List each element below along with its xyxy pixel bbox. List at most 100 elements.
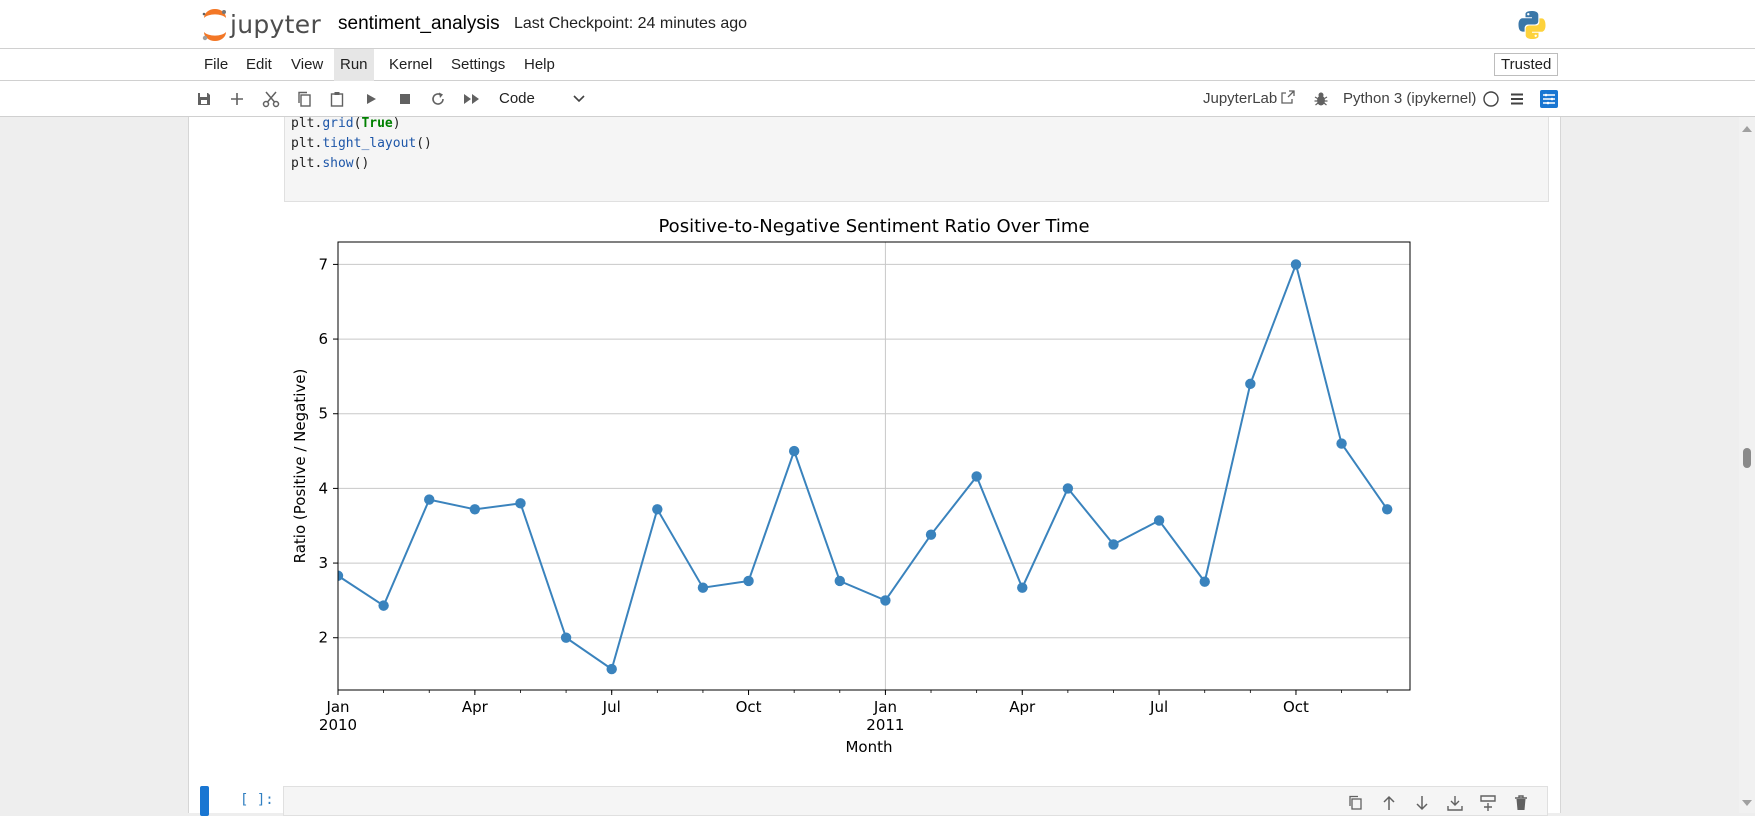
code-cell-editor[interactable]: plt.grid(True) plt.tight_layout() plt.sh… — [284, 116, 1549, 202]
cell-type-value: Code — [499, 90, 535, 107]
run-icon[interactable] — [361, 89, 381, 109]
save-icon[interactable] — [194, 89, 214, 109]
y-axis-label: Ratio (Positive / Negative) — [291, 369, 309, 564]
data-point — [743, 575, 754, 587]
chart-title: Positive-to-Negative Sentiment Ratio Ove… — [658, 216, 1089, 237]
y-tick-label: 2 — [318, 629, 328, 647]
move-up-icon[interactable] — [1380, 794, 1398, 812]
code-line: plt.show() — [291, 156, 370, 171]
data-point — [1153, 515, 1165, 526]
jupyter-wordmark: jupyter — [230, 10, 322, 39]
data-point — [1062, 483, 1074, 494]
y-tick-label: 5 — [318, 405, 328, 423]
data-point — [880, 595, 891, 606]
menu-bar: File Edit View Run Kernel Settings Help … — [0, 49, 1755, 81]
paste-icon[interactable] — [327, 89, 347, 109]
data-point — [1199, 576, 1210, 587]
code-line: plt.tight_layout() — [291, 136, 432, 151]
data-point — [1017, 582, 1028, 593]
scrollbar-thumb[interactable] — [1743, 448, 1751, 468]
data-point — [1245, 378, 1256, 390]
external-link-icon — [1281, 90, 1296, 104]
data-point — [697, 582, 709, 593]
code-line: plt.grid(True) — [291, 116, 401, 131]
x-tick-label: Jul — [1149, 698, 1168, 716]
delete-cell-icon[interactable] — [1512, 794, 1530, 812]
jupyterlab-label: JupyterLab — [1203, 90, 1278, 107]
add-cell-icon[interactable] — [227, 89, 247, 109]
menu-view[interactable]: View — [291, 56, 324, 73]
menu-file[interactable]: File — [204, 56, 229, 73]
x-tick-label: Jul — [602, 698, 621, 716]
data-point — [378, 600, 389, 611]
jupyter-logo[interactable]: jupyter — [201, 8, 327, 42]
jupyter-logo-icon — [202, 9, 226, 41]
x-tick-label: Apr — [1009, 698, 1036, 716]
trusted-indicator[interactable]: Trusted — [1494, 53, 1559, 76]
menu-run[interactable]: Run — [334, 49, 374, 81]
python-logo-icon — [1516, 9, 1548, 41]
kernel-status-icon — [1481, 89, 1501, 109]
y-tick-label: 6 — [318, 330, 328, 348]
cut-icon[interactable] — [261, 89, 281, 109]
insert-below-icon[interactable] — [1479, 794, 1497, 812]
data-point — [1336, 438, 1347, 449]
data-point — [1290, 259, 1302, 270]
menu-help[interactable]: Help — [524, 56, 555, 73]
cell-type-select[interactable]: Code — [493, 88, 589, 110]
menu-lines-icon[interactable] — [1507, 89, 1527, 109]
menu-kernel[interactable]: Kernel — [389, 56, 433, 73]
notebook-title[interactable]: sentiment_analysis — [338, 13, 500, 34]
data-point — [560, 632, 572, 643]
duplicate-cell-icon[interactable] — [1347, 794, 1365, 812]
x-axis-label: Month — [845, 738, 892, 756]
cell-editor[interactable] — [283, 786, 1548, 816]
insert-above-icon[interactable] — [1446, 794, 1464, 812]
data-point — [515, 498, 526, 509]
open-jupyterlab-link[interactable]: JupyterLab — [1203, 90, 1296, 107]
data-point — [606, 663, 617, 675]
chevron-down-icon — [573, 95, 585, 103]
menu-settings[interactable]: Settings — [451, 56, 506, 73]
x-tick-label: Jan — [325, 698, 349, 716]
debugger-icon[interactable] — [1311, 89, 1331, 109]
vertical-scrollbar[interactable] — [1739, 117, 1755, 813]
scroll-up-icon[interactable] — [1739, 123, 1755, 135]
data-point — [971, 471, 982, 482]
data-point — [788, 445, 800, 457]
data-point — [834, 575, 845, 587]
x-tick-label: Apr — [462, 698, 489, 716]
scroll-down-icon[interactable] — [1739, 797, 1755, 809]
x-tick-label: Jan — [873, 698, 897, 716]
data-point — [338, 570, 344, 581]
plot-area — [338, 242, 1410, 690]
series-line — [338, 261, 1389, 671]
y-tick-label: 4 — [318, 479, 328, 497]
active-cell-indicator — [200, 786, 209, 816]
plot-frame — [337, 241, 1411, 691]
data-point — [424, 494, 435, 505]
x-tick-label: Oct — [736, 698, 762, 716]
notebook-toolbar: Code JupyterLab Python 3 (ipykernel) — [0, 81, 1755, 117]
property-inspector-icon[interactable] — [1539, 89, 1559, 109]
kernel-name[interactable]: Python 3 (ipykernel) — [1343, 90, 1477, 107]
x-tick-label: Oct — [1283, 698, 1309, 716]
x-tick-year-label: 2010 — [319, 716, 357, 734]
restart-icon[interactable] — [428, 89, 448, 109]
checkpoint-status: Last Checkpoint: 24 minutes ago — [514, 15, 748, 32]
x-tick-year-label: 2011 — [866, 716, 904, 734]
data-point — [1381, 504, 1393, 515]
y-tick-label: 3 — [318, 554, 328, 572]
data-point — [925, 529, 937, 540]
empty-code-cell: [ ]: — [188, 786, 1561, 816]
menu-edit[interactable]: Edit — [246, 56, 272, 73]
top-header: jupyter sentiment_analysis Last Checkpoi… — [0, 0, 1755, 49]
stop-icon[interactable] — [395, 89, 415, 109]
data-point — [469, 504, 481, 515]
fast-forward-icon[interactable] — [462, 89, 482, 109]
data-point — [1108, 539, 1119, 550]
copy-icon[interactable] — [294, 89, 314, 109]
data-point — [652, 504, 663, 515]
move-down-icon[interactable] — [1413, 794, 1431, 812]
